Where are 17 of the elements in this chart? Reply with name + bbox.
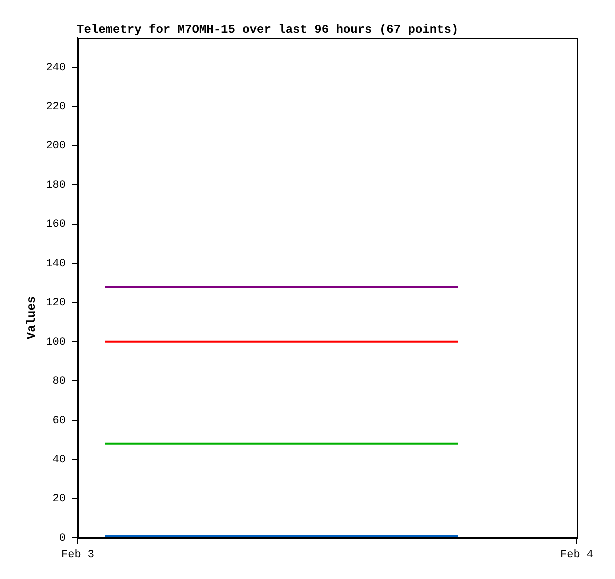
y-tick-label: 120 (46, 298, 66, 310)
y-tick-label: 0 (59, 532, 66, 545)
y-tick-label: 220 (46, 102, 66, 114)
x-tick-label: Feb 4 (560, 550, 594, 562)
y-tick-label: 100 (46, 336, 66, 349)
y-tick-label: 160 (46, 219, 66, 232)
y-tick-label: 140 (46, 258, 66, 270)
y-tick-label: 40 (52, 454, 66, 466)
y-tick-label: 240 (46, 62, 66, 74)
y-tick-label: 60 (52, 415, 66, 428)
y-tick-label: 180 (46, 180, 66, 192)
y-tick-label: 20 (52, 494, 66, 506)
y-tick-label: 80 (52, 376, 66, 388)
y-axis-title: Values (25, 296, 40, 340)
y-tick-label: 200 (46, 140, 66, 153)
x-tick-label: Feb 3 (61, 550, 95, 562)
chart-title: Telemetry for M7OMH-15 over last 96 hours (67 points) (77, 23, 459, 38)
